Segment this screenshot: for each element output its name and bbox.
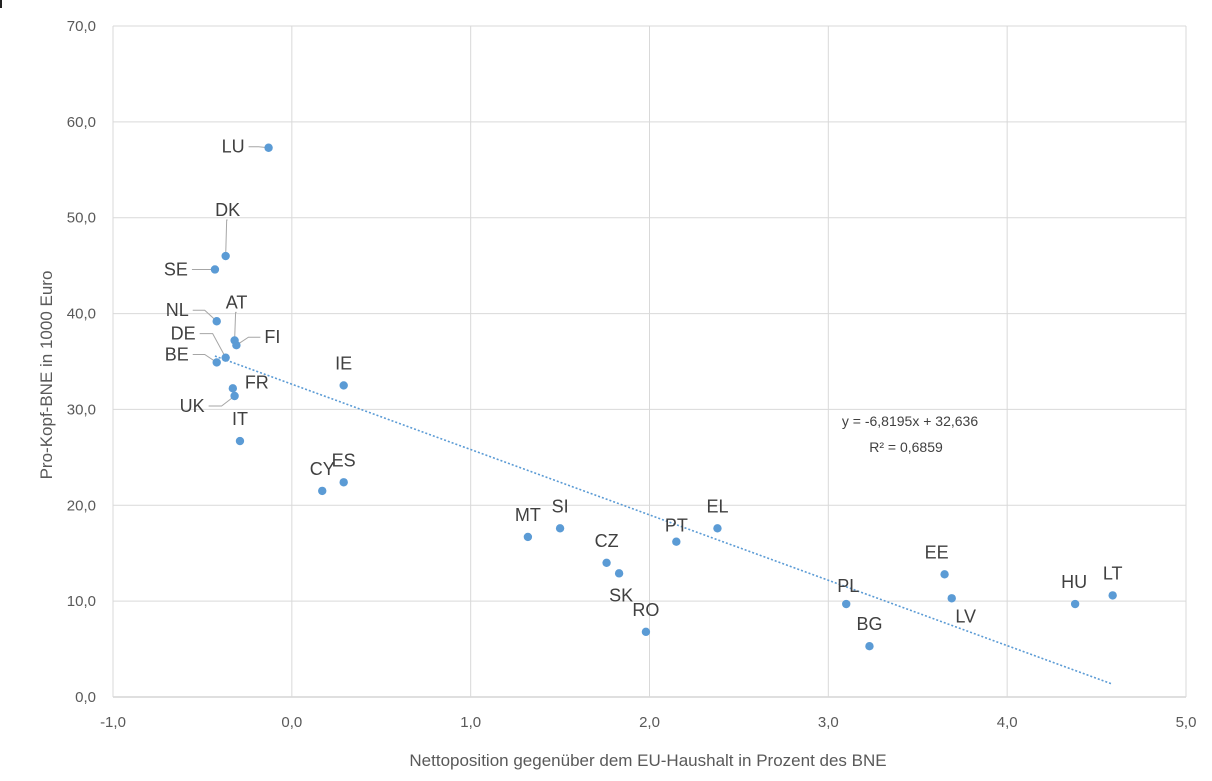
trendline-r-squared: R² = 0,6859	[869, 439, 943, 455]
point-label-hu: HU	[1061, 572, 1087, 592]
point-label-ro: RO	[632, 600, 659, 620]
point-label-lv: LV	[955, 606, 976, 626]
data-point-el	[713, 524, 722, 533]
data-point-it	[235, 436, 245, 446]
point-label-de: DE	[171, 324, 196, 344]
point-label-uk: UK	[180, 396, 205, 416]
data-point-cz	[602, 558, 611, 567]
x-tick-label: 3,0	[818, 714, 839, 731]
point-label-bg: BG	[856, 614, 882, 634]
y-tick-label: 10,0	[67, 593, 96, 610]
data-point-cy	[318, 486, 327, 496]
point-label-at: AT	[226, 292, 248, 312]
y-tick-label: 40,0	[67, 306, 96, 323]
y-tick-label: 30,0	[67, 401, 96, 418]
leader-line	[199, 333, 227, 358]
x-tick-label: -1,0	[100, 714, 126, 731]
data-point-lu	[264, 143, 273, 152]
point-label-nl: NL	[166, 300, 189, 320]
point-label-fi: FI	[264, 327, 280, 347]
data-point-hu	[1070, 599, 1080, 609]
y-tick-label: 60,0	[67, 114, 96, 131]
leader-line	[236, 336, 261, 346]
point-label-se: SE	[164, 259, 188, 279]
data-point-uk	[230, 391, 239, 401]
point-label-sk: SK	[609, 585, 633, 605]
point-label-cz: CZ	[595, 531, 619, 551]
data-point-lv	[947, 594, 956, 603]
corner-mark	[0, 0, 2, 8]
data-point-ro	[641, 627, 651, 637]
y-tick-label: 20,0	[67, 497, 96, 514]
data-point-ee	[940, 570, 949, 579]
data-point-lt	[1108, 591, 1117, 600]
data-point-nl	[212, 317, 221, 326]
data-point-si	[555, 524, 565, 533]
point-label-pt: PT	[665, 516, 688, 536]
data-point-ie	[339, 381, 348, 390]
point-label-el: EL	[706, 496, 728, 516]
leader-line	[192, 309, 218, 322]
point-label-lt: LT	[1103, 563, 1123, 583]
data-point-pl	[842, 599, 851, 609]
x-tick-label: 0,0	[281, 714, 302, 731]
y-tick-label: 50,0	[67, 210, 96, 227]
point-label-be: BE	[165, 344, 189, 364]
point-label-es: ES	[332, 450, 356, 470]
y-axis-title: Pro-Kopf-BNE in 1000 Euro	[37, 271, 56, 480]
point-label-it: IT	[232, 409, 248, 429]
leader-lines	[191, 146, 269, 407]
point-label-ie: IE	[335, 353, 352, 373]
trendline-equation: y = -6,8195x + 32,636	[842, 413, 978, 429]
point-label-pl: PL	[837, 576, 859, 596]
data-point-dk	[221, 251, 230, 261]
x-tick-label: 5,0	[1176, 714, 1197, 731]
point-label-cy: CY	[310, 459, 335, 479]
data-point-be	[212, 358, 221, 367]
trendline	[214, 355, 1113, 685]
point-label-mt: MT	[515, 505, 541, 525]
x-tick-label: 2,0	[639, 714, 660, 731]
point-label-fr: FR	[245, 372, 269, 392]
x-tick-label: 1,0	[460, 714, 481, 731]
x-axis-title: Nettoposition gegenüber dem EU-Haushalt …	[409, 751, 886, 770]
leader-line	[234, 311, 237, 341]
data-point-bg	[865, 641, 874, 651]
point-label-dk: DK	[215, 200, 240, 220]
x-tick-label: 4,0	[997, 714, 1018, 731]
data-point-fr	[228, 384, 238, 393]
data-point-de	[221, 353, 230, 362]
point-label-si: SI	[552, 496, 569, 516]
data-point-se	[210, 265, 220, 274]
data-point-pt	[672, 537, 681, 546]
y-tick-label: 70,0	[67, 18, 96, 35]
leader-line	[225, 219, 228, 257]
grid	[112, 25, 1187, 698]
y-tick-label: 0,0	[75, 689, 96, 706]
data-point-fi	[232, 341, 241, 350]
data-point-es	[339, 478, 348, 487]
x-axis-ticks: -1,0 0,0 1,0 2,0 3,0 4,0 5,0	[100, 714, 1196, 731]
leader-line	[208, 395, 235, 407]
data-points	[210, 143, 1117, 651]
data-point-mt	[523, 532, 533, 542]
data-point-sk	[614, 569, 624, 578]
point-label-lu: LU	[222, 137, 245, 157]
point-label-ee: EE	[925, 542, 949, 562]
leader-line	[192, 353, 218, 363]
y-axis-ticks: 0,0 10,0 20,0 30,0 40,0 50,0 60,0 70,0	[67, 18, 96, 706]
